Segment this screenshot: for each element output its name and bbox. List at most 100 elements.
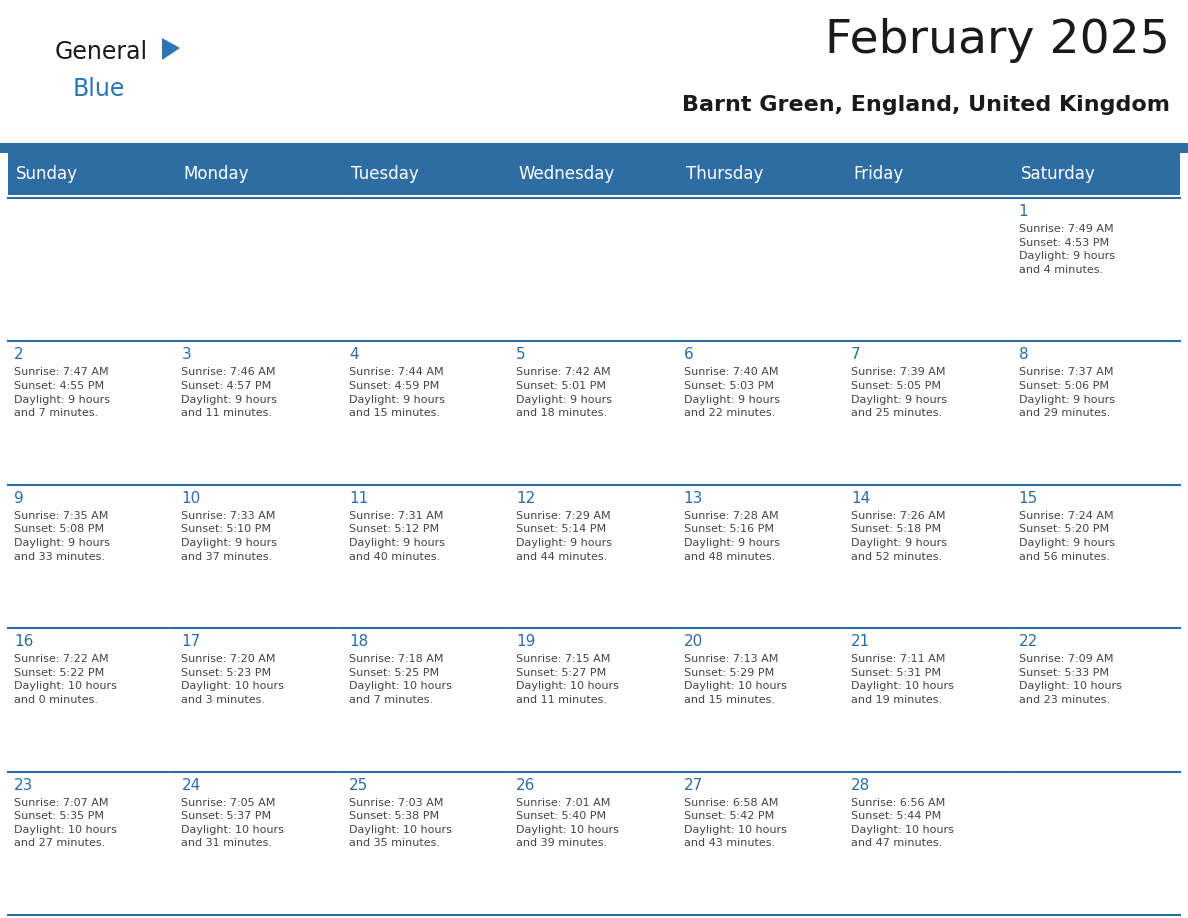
Text: 18: 18	[349, 634, 368, 649]
Bar	[1012, 485, 1180, 628]
Text: Tuesday: Tuesday	[350, 165, 418, 183]
Bar	[176, 198, 343, 341]
Text: 22: 22	[1018, 634, 1038, 649]
Text: 6: 6	[684, 347, 694, 363]
Text: Sunrise: 7:26 AM
Sunset: 5:18 PM
Daylight: 9 hours
and 52 minutes.: Sunrise: 7:26 AM Sunset: 5:18 PM Dayligh…	[851, 510, 947, 562]
Bar	[176, 628, 343, 772]
Text: Saturday: Saturday	[1020, 165, 1095, 183]
Text: 24: 24	[182, 778, 201, 792]
Bar	[511, 153, 677, 195]
Text: 3: 3	[182, 347, 191, 363]
Text: 13: 13	[684, 491, 703, 506]
Text: Sunrise: 7:29 AM
Sunset: 5:14 PM
Daylight: 9 hours
and 44 minutes.: Sunrise: 7:29 AM Sunset: 5:14 PM Dayligh…	[517, 510, 612, 562]
Text: 25: 25	[349, 778, 368, 792]
Text: Sunrise: 7:31 AM
Sunset: 5:12 PM
Daylight: 9 hours
and 40 minutes.: Sunrise: 7:31 AM Sunset: 5:12 PM Dayligh…	[349, 510, 444, 562]
Text: Sunrise: 7:01 AM
Sunset: 5:40 PM
Daylight: 10 hours
and 39 minutes.: Sunrise: 7:01 AM Sunset: 5:40 PM Dayligh…	[517, 798, 619, 848]
Text: Monday: Monday	[183, 165, 249, 183]
Text: 26: 26	[517, 778, 536, 792]
Text: 7: 7	[851, 347, 861, 363]
Text: Sunrise: 7:18 AM
Sunset: 5:25 PM
Daylight: 10 hours
and 7 minutes.: Sunrise: 7:18 AM Sunset: 5:25 PM Dayligh…	[349, 655, 451, 705]
Bar	[8, 772, 176, 915]
Bar	[511, 485, 677, 628]
Text: Sunrise: 7:39 AM
Sunset: 5:05 PM
Daylight: 9 hours
and 25 minutes.: Sunrise: 7:39 AM Sunset: 5:05 PM Dayligh…	[851, 367, 947, 419]
Bar	[8, 628, 176, 772]
Text: 2: 2	[14, 347, 24, 363]
Text: Sunrise: 7:13 AM
Sunset: 5:29 PM
Daylight: 10 hours
and 15 minutes.: Sunrise: 7:13 AM Sunset: 5:29 PM Dayligh…	[684, 655, 786, 705]
Text: Sunrise: 7:33 AM
Sunset: 5:10 PM
Daylight: 9 hours
and 37 minutes.: Sunrise: 7:33 AM Sunset: 5:10 PM Dayligh…	[182, 510, 278, 562]
Bar	[8, 341, 176, 485]
Text: Blue: Blue	[72, 77, 126, 101]
Bar	[176, 485, 343, 628]
Text: Sunrise: 7:05 AM
Sunset: 5:37 PM
Daylight: 10 hours
and 31 minutes.: Sunrise: 7:05 AM Sunset: 5:37 PM Dayligh…	[182, 798, 284, 848]
Text: 19: 19	[517, 634, 536, 649]
Bar	[677, 153, 845, 195]
Bar	[677, 198, 845, 341]
Text: Sunrise: 7:07 AM
Sunset: 5:35 PM
Daylight: 10 hours
and 27 minutes.: Sunrise: 7:07 AM Sunset: 5:35 PM Dayligh…	[14, 798, 116, 848]
Bar	[1012, 772, 1180, 915]
Bar	[343, 628, 511, 772]
Text: 8: 8	[1018, 347, 1028, 363]
Bar	[845, 772, 1012, 915]
Text: 5: 5	[517, 347, 526, 363]
Bar	[1012, 198, 1180, 341]
Bar	[0, 143, 1188, 153]
Bar	[8, 198, 176, 341]
Bar	[677, 341, 845, 485]
Text: Sunrise: 7:03 AM
Sunset: 5:38 PM
Daylight: 10 hours
and 35 minutes.: Sunrise: 7:03 AM Sunset: 5:38 PM Dayligh…	[349, 798, 451, 848]
Bar	[845, 198, 1012, 341]
Bar	[845, 341, 1012, 485]
Bar	[343, 198, 511, 341]
Bar	[677, 772, 845, 915]
Text: Sunrise: 7:20 AM
Sunset: 5:23 PM
Daylight: 10 hours
and 3 minutes.: Sunrise: 7:20 AM Sunset: 5:23 PM Dayligh…	[182, 655, 284, 705]
Bar	[343, 153, 511, 195]
Text: Barnt Green, England, United Kingdom: Barnt Green, England, United Kingdom	[682, 95, 1170, 115]
Text: 20: 20	[684, 634, 703, 649]
Bar	[511, 341, 677, 485]
Text: Sunrise: 7:44 AM
Sunset: 4:59 PM
Daylight: 9 hours
and 15 minutes.: Sunrise: 7:44 AM Sunset: 4:59 PM Dayligh…	[349, 367, 444, 419]
Bar	[8, 485, 176, 628]
Text: 28: 28	[851, 778, 871, 792]
Bar	[677, 628, 845, 772]
Bar	[677, 485, 845, 628]
Text: Sunrise: 7:09 AM
Sunset: 5:33 PM
Daylight: 10 hours
and 23 minutes.: Sunrise: 7:09 AM Sunset: 5:33 PM Dayligh…	[1018, 655, 1121, 705]
Bar	[176, 341, 343, 485]
Text: General: General	[55, 40, 148, 64]
Text: Sunrise: 7:49 AM
Sunset: 4:53 PM
Daylight: 9 hours
and 4 minutes.: Sunrise: 7:49 AM Sunset: 4:53 PM Dayligh…	[1018, 224, 1114, 274]
Bar	[176, 153, 343, 195]
Bar	[343, 341, 511, 485]
Bar	[845, 485, 1012, 628]
Text: Thursday: Thursday	[685, 165, 763, 183]
Text: Friday: Friday	[853, 165, 903, 183]
Text: Sunrise: 6:58 AM
Sunset: 5:42 PM
Daylight: 10 hours
and 43 minutes.: Sunrise: 6:58 AM Sunset: 5:42 PM Dayligh…	[684, 798, 786, 848]
Text: Sunday: Sunday	[15, 165, 78, 183]
Text: 15: 15	[1018, 491, 1038, 506]
Text: Sunrise: 7:15 AM
Sunset: 5:27 PM
Daylight: 10 hours
and 11 minutes.: Sunrise: 7:15 AM Sunset: 5:27 PM Dayligh…	[517, 655, 619, 705]
Bar	[845, 153, 1012, 195]
Text: Sunrise: 7:46 AM
Sunset: 4:57 PM
Daylight: 9 hours
and 11 minutes.: Sunrise: 7:46 AM Sunset: 4:57 PM Dayligh…	[182, 367, 278, 419]
Polygon shape	[162, 38, 181, 60]
Bar	[845, 628, 1012, 772]
Bar	[8, 153, 176, 195]
Bar	[511, 772, 677, 915]
Bar	[1012, 153, 1180, 195]
Text: 1: 1	[1018, 204, 1028, 219]
Bar	[176, 772, 343, 915]
Text: 14: 14	[851, 491, 871, 506]
Text: 17: 17	[182, 634, 201, 649]
Text: Sunrise: 7:11 AM
Sunset: 5:31 PM
Daylight: 10 hours
and 19 minutes.: Sunrise: 7:11 AM Sunset: 5:31 PM Dayligh…	[851, 655, 954, 705]
Text: Wednesday: Wednesday	[518, 165, 614, 183]
Text: 27: 27	[684, 778, 703, 792]
Bar	[511, 628, 677, 772]
Bar	[1012, 341, 1180, 485]
Text: 10: 10	[182, 491, 201, 506]
Text: Sunrise: 7:42 AM
Sunset: 5:01 PM
Daylight: 9 hours
and 18 minutes.: Sunrise: 7:42 AM Sunset: 5:01 PM Dayligh…	[517, 367, 612, 419]
Text: 11: 11	[349, 491, 368, 506]
Text: Sunrise: 6:56 AM
Sunset: 5:44 PM
Daylight: 10 hours
and 47 minutes.: Sunrise: 6:56 AM Sunset: 5:44 PM Dayligh…	[851, 798, 954, 848]
Text: Sunrise: 7:40 AM
Sunset: 5:03 PM
Daylight: 9 hours
and 22 minutes.: Sunrise: 7:40 AM Sunset: 5:03 PM Dayligh…	[684, 367, 779, 419]
Text: 12: 12	[517, 491, 536, 506]
Text: 21: 21	[851, 634, 871, 649]
Bar	[343, 485, 511, 628]
Bar	[343, 772, 511, 915]
Text: 9: 9	[14, 491, 24, 506]
Text: 16: 16	[14, 634, 33, 649]
